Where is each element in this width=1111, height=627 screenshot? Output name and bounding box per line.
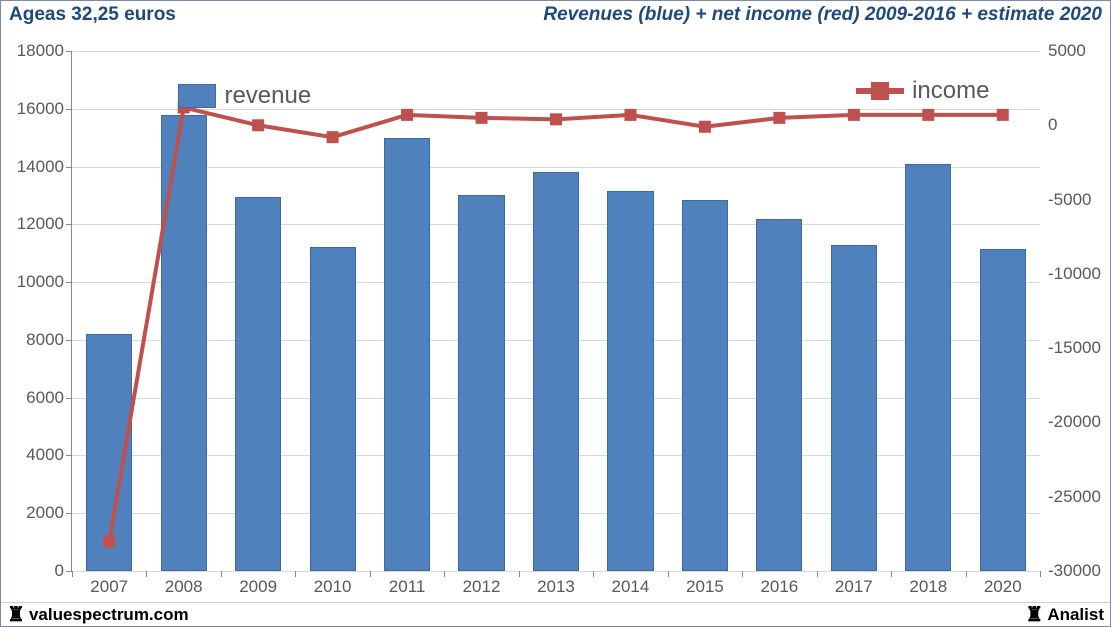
chart-frame: Ageas 32,25 euros Revenues (blue) + net … [0, 0, 1111, 627]
x-tick-label: 2018 [909, 577, 947, 597]
legend-label: revenue [224, 82, 311, 110]
x-tick-label: 2007 [90, 577, 128, 597]
y-left-tick-label: 0 [55, 561, 64, 581]
y-right-tick-label: 0 [1048, 115, 1057, 135]
x-tick-mark [295, 571, 296, 577]
y-right-tick-label: -30000 [1048, 561, 1101, 581]
x-tick-label: 2011 [389, 577, 426, 597]
rook-icon: ♜ [7, 605, 25, 625]
title-right: Revenues (blue) + net income (red) 2009-… [543, 4, 1102, 26]
y-left-tick-label: 16000 [17, 99, 64, 119]
income-marker [476, 112, 488, 124]
legend-revenue: revenue [178, 82, 311, 110]
y-left-tick-label: 2000 [26, 503, 64, 523]
x-tick-mark [72, 571, 73, 577]
footer-bar: ♜ valuespectrum.com ♜ Analist [1, 602, 1110, 626]
x-tick-label: 2009 [239, 577, 277, 597]
x-tick-label: 2020 [984, 577, 1022, 597]
income-marker [103, 535, 115, 547]
footer-left-text: valuespectrum.com [29, 605, 189, 625]
y-left-tick-label: 18000 [17, 41, 64, 61]
y-left-tick-label: 4000 [26, 445, 64, 465]
x-tick-mark [444, 571, 445, 577]
x-tick-label: 2008 [165, 577, 203, 597]
income-marker [773, 112, 785, 124]
footer-brand-left: ♜ valuespectrum.com [7, 605, 189, 625]
x-tick-mark [891, 571, 892, 577]
x-tick-label: 2017 [835, 577, 873, 597]
y-left-tick-label: 12000 [17, 214, 64, 234]
footer-right-text: Analist [1047, 605, 1104, 625]
grid-line [72, 571, 1040, 572]
x-tick-label: 2010 [314, 577, 352, 597]
legend-label: income [912, 77, 989, 105]
legend-income: income [856, 77, 989, 105]
footer-brand-right: ♜ Analist [1025, 605, 1104, 625]
title-left: Ageas 32,25 euros [9, 4, 176, 26]
x-tick-label: 2012 [463, 577, 501, 597]
x-tick-mark [668, 571, 669, 577]
title-bar: Ageas 32,25 euros Revenues (blue) + net … [1, 1, 1110, 26]
income-marker [699, 121, 711, 133]
y-left-tick-label: 14000 [17, 157, 64, 177]
x-tick-mark [519, 571, 520, 577]
x-tick-label: 2016 [760, 577, 798, 597]
income-marker [327, 131, 339, 143]
x-tick-mark [1040, 571, 1041, 577]
income-marker [997, 109, 1009, 121]
income-marker [550, 113, 562, 125]
plot-area: 0 2000 4000 6000 8000 10000 12000 14000 16000 180… [1, 31, 1110, 602]
income-marker [922, 109, 934, 121]
y-left-tick-label: 10000 [17, 272, 64, 292]
legend-swatch-bar [178, 84, 216, 108]
x-tick-mark [221, 571, 222, 577]
x-tick-mark [593, 571, 594, 577]
x-tick-mark [370, 571, 371, 577]
rook-icon: ♜ [1025, 605, 1043, 625]
x-tick-label: 2013 [537, 577, 575, 597]
x-tick-mark [817, 571, 818, 577]
x-tick-label: 2015 [686, 577, 724, 597]
y-left-tick-label: 6000 [26, 388, 64, 408]
income-marker [624, 109, 636, 121]
x-tick-label: 2014 [612, 577, 650, 597]
y-left-tick-label: 8000 [26, 330, 64, 350]
y-right-tick-label: -25000 [1048, 487, 1101, 507]
line-series [72, 51, 1040, 571]
y-right-tick-label: -10000 [1048, 264, 1101, 284]
income-line [109, 107, 1003, 541]
y-right-tick-label: 5000 [1048, 41, 1086, 61]
y-right-tick-label: -20000 [1048, 412, 1101, 432]
legend-swatch-line [856, 79, 904, 103]
x-tick-mark [146, 571, 147, 577]
y-right-tick-label: -5000 [1048, 190, 1091, 210]
x-tick-mark [966, 571, 967, 577]
plot-inner: 0200040006000800010000120001400016000180… [71, 51, 1040, 572]
income-marker [252, 119, 264, 131]
income-marker [401, 109, 413, 121]
y-right-tick-label: -15000 [1048, 338, 1101, 358]
x-tick-mark [742, 571, 743, 577]
income-marker [848, 109, 860, 121]
